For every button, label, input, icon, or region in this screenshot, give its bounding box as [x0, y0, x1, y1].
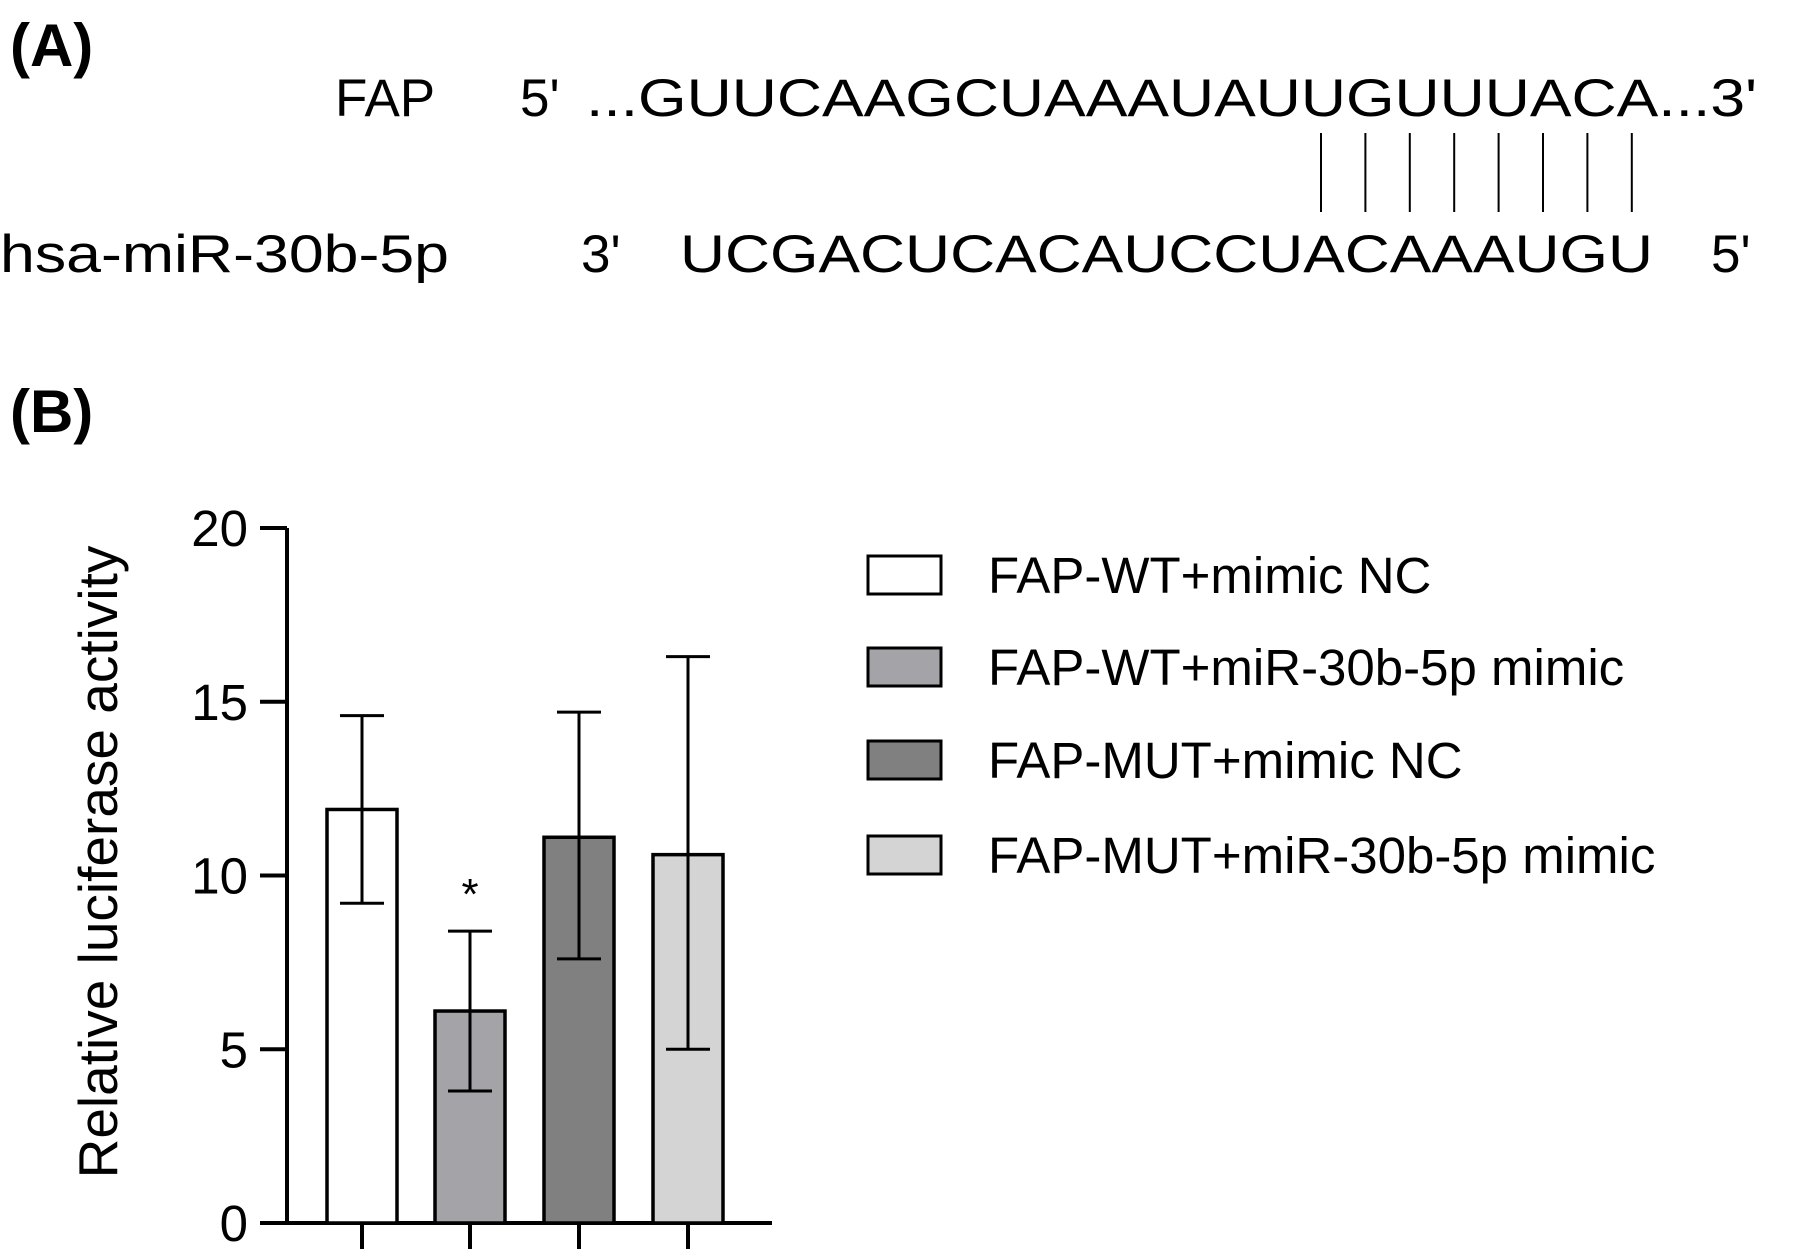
- legend: FAP-WT+mimic NC FAP-WT+miR-30b-5p mimic FA…: [866, 547, 1655, 884]
- target-5prime: 5': [520, 69, 560, 128]
- panel-a-label: (A): [10, 12, 93, 79]
- mirna-sequence: UCGACUCACAUCCUACAAAUGU: [680, 225, 1653, 284]
- mirna-5prime: 5': [1711, 225, 1751, 284]
- legend-label: FAP-MUT+miR-30b-5p mimic: [988, 827, 1655, 884]
- mirna-name: hsa-miR-30b-5p: [0, 225, 449, 284]
- y-axis-label: Relative luciferase activity: [67, 545, 129, 1178]
- legend-swatch: [866, 554, 943, 596]
- axes: 0 5 10 15 20: [191, 500, 772, 1252]
- y-tick-label: 10: [191, 848, 248, 905]
- mirna-3prime: 3': [581, 225, 621, 284]
- bars: *: [325, 655, 725, 1249]
- y-tick-label: 20: [191, 500, 248, 557]
- significance-marker: *: [461, 870, 478, 919]
- legend-label: FAP-MUT+mimic NC: [988, 732, 1463, 789]
- legend-swatch: [866, 739, 943, 781]
- y-tick-label: 0: [220, 1195, 248, 1252]
- legend-label: FAP-WT+mimic NC: [988, 547, 1431, 604]
- target-sequence: ...GUUCAAGCUAAAUAUUGUUUACA...3': [586, 69, 1757, 128]
- panel-b-label: (B): [10, 378, 93, 445]
- legend-swatch: [866, 646, 943, 688]
- y-tick-label: 5: [220, 1021, 248, 1078]
- y-tick-label: 15: [191, 674, 248, 731]
- base-pair-lines: [1320, 133, 1633, 212]
- target-name: FAP: [335, 69, 435, 128]
- legend-label: FAP-WT+miR-30b-5p mimic: [988, 639, 1624, 696]
- legend-swatch: [866, 834, 943, 876]
